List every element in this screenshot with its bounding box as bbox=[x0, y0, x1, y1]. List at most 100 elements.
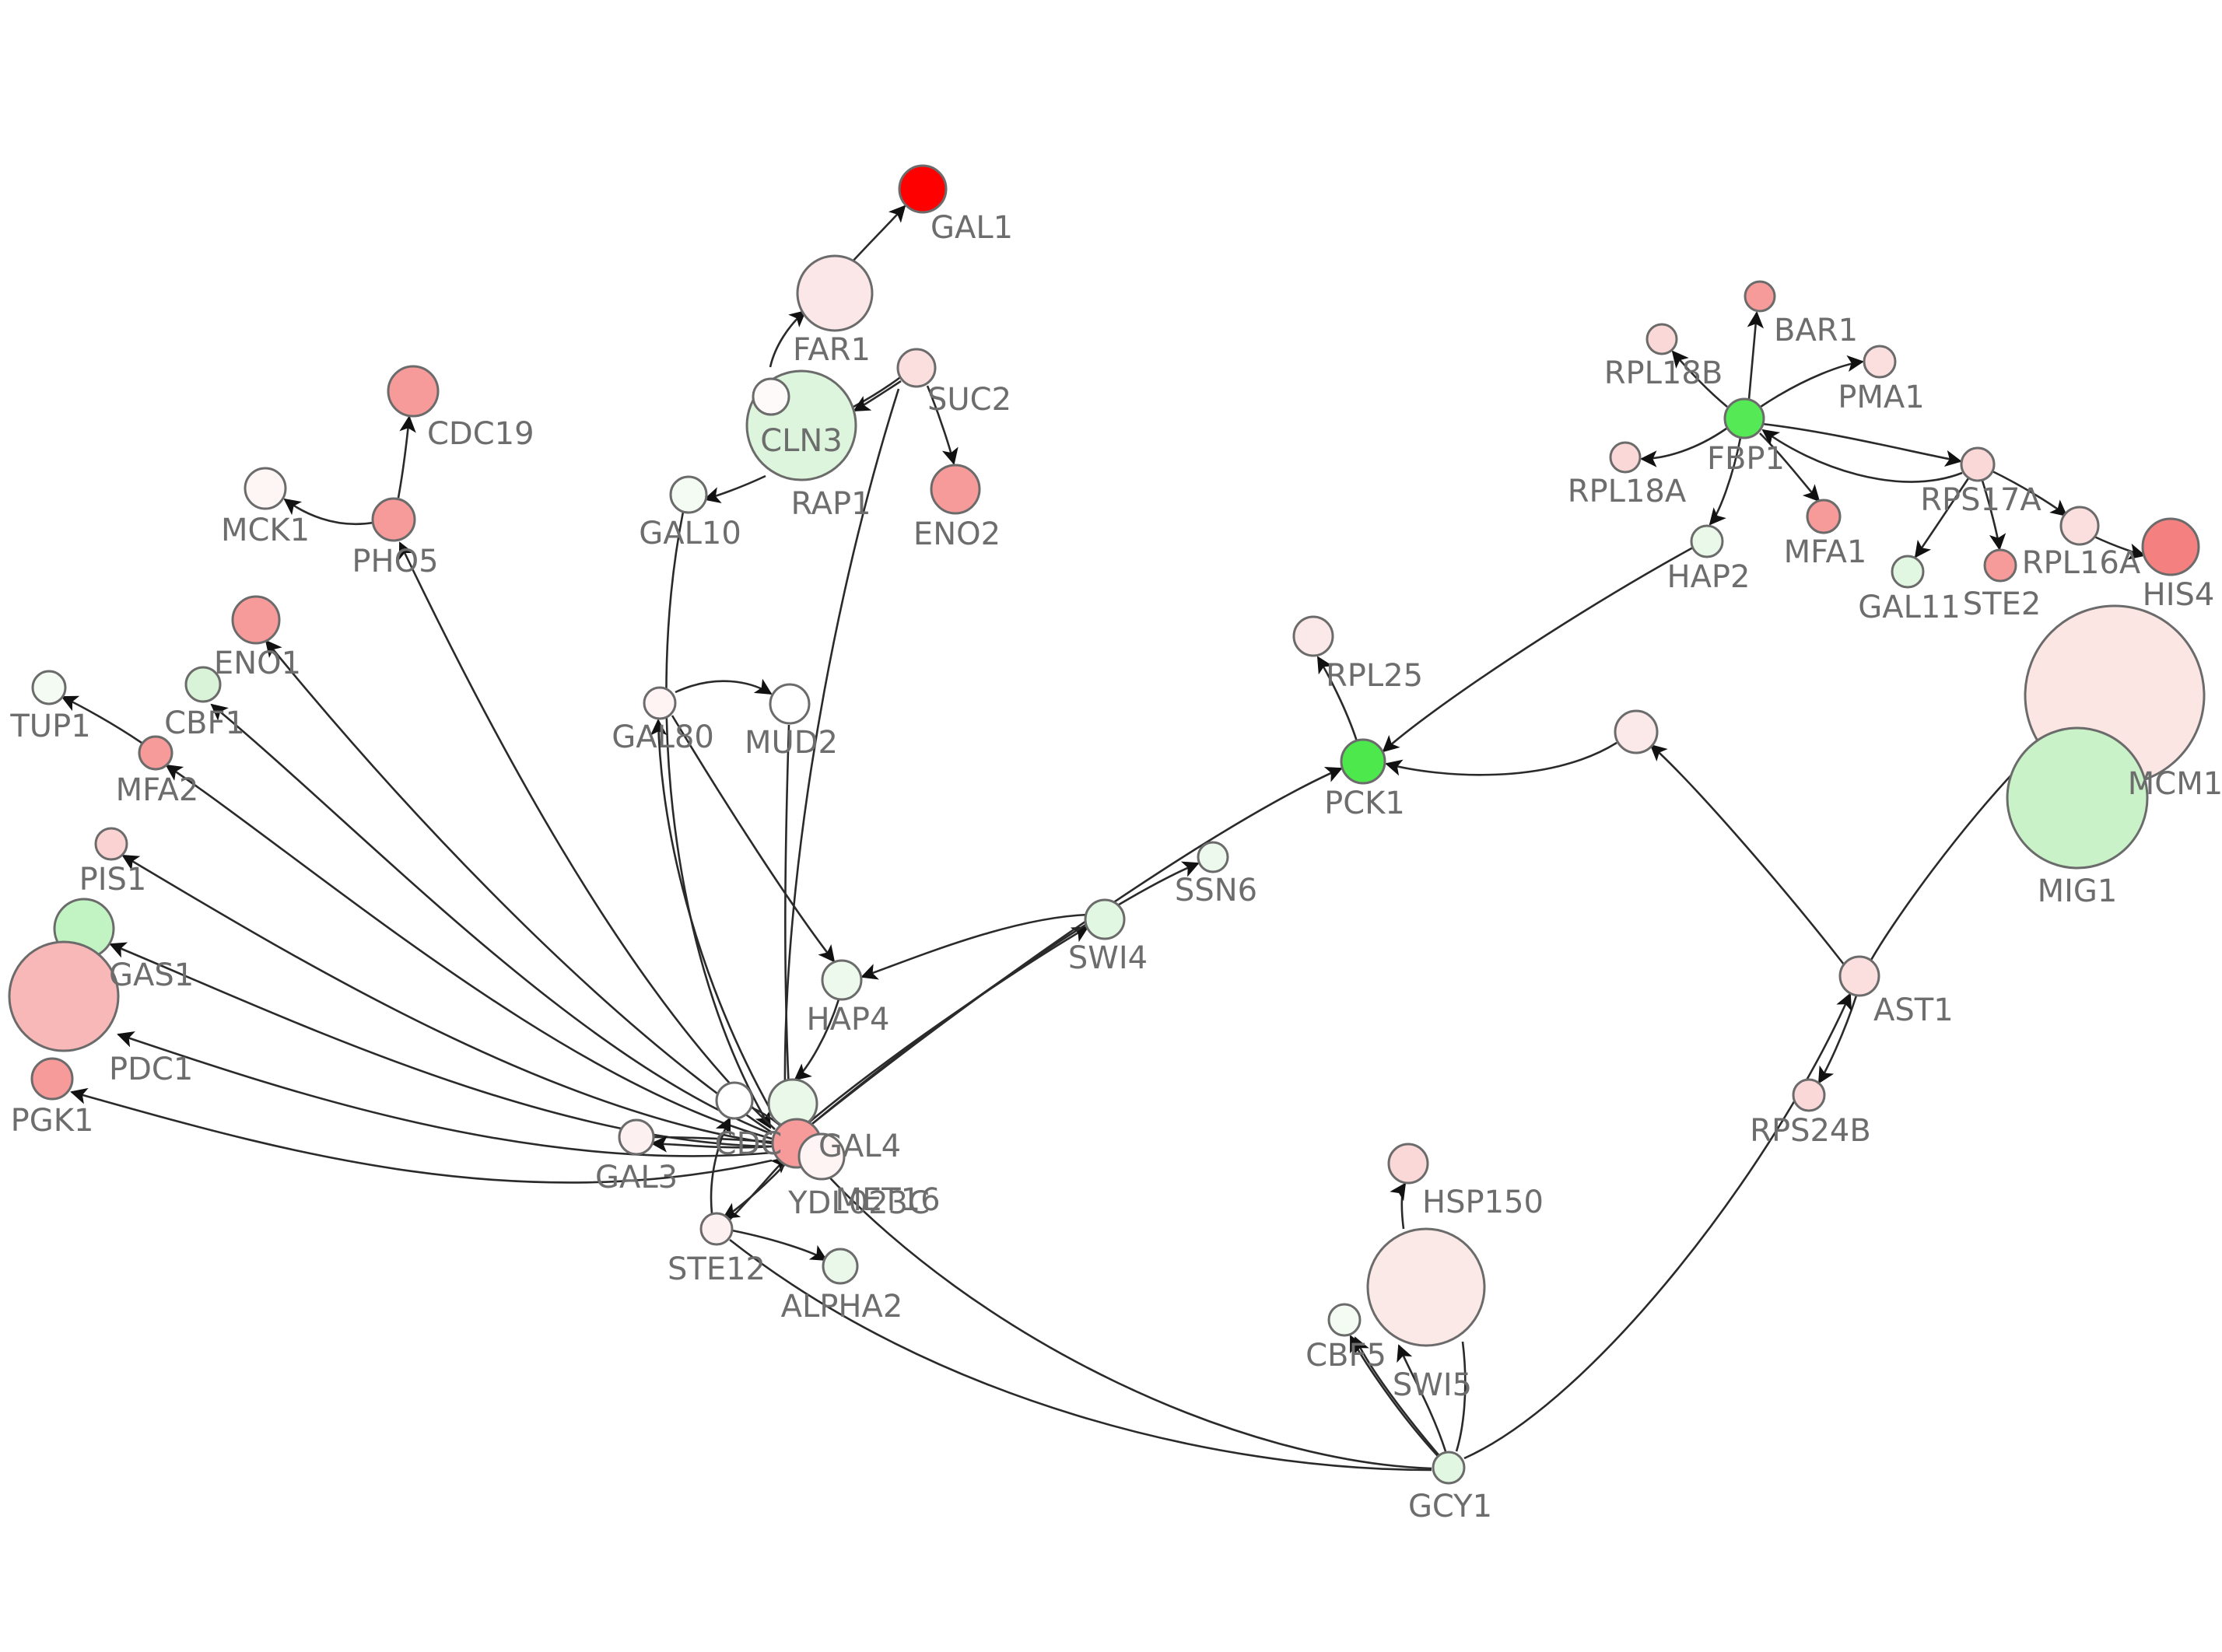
node-swi4[interactable] bbox=[1084, 898, 1126, 940]
node-ste12[interactable] bbox=[699, 1212, 734, 1246]
node-rps17a[interactable] bbox=[1960, 446, 1996, 482]
node-cdc[interactable] bbox=[715, 1081, 754, 1120]
node-gal1[interactable] bbox=[898, 164, 948, 214]
node-swi5[interactable] bbox=[1366, 1227, 1486, 1347]
edge-ste12-to-gcy1[interactable] bbox=[729, 1238, 1432, 1472]
edge-gal4-to-gal80[interactable] bbox=[650, 719, 780, 1124]
node-gal11[interactable] bbox=[1891, 555, 1925, 589]
edge-ast1-to-rps24b[interactable] bbox=[1817, 995, 1858, 1084]
edge-gal80-to-hap4[interactable] bbox=[671, 715, 836, 963]
edge-fbp1-to-rpl18b[interactable] bbox=[1671, 350, 1728, 408]
node-pck1[interactable] bbox=[1340, 738, 1386, 785]
edge-gal4-to-mud2[interactable] bbox=[784, 724, 792, 1121]
edge-suc2-to-eno2[interactable] bbox=[926, 385, 959, 465]
node-mig1[interactable] bbox=[2006, 726, 2149, 870]
node-pho5[interactable] bbox=[371, 497, 416, 542]
edge-far1-to-gal1[interactable] bbox=[852, 205, 906, 262]
edge-gal4-to-eno1[interactable] bbox=[265, 639, 773, 1134]
edge-gcy1-to-ast1[interactable] bbox=[1463, 992, 1852, 1460]
edge-suc2-to-cln3[interactable] bbox=[853, 380, 902, 412]
edge-gal4-to-pdc1[interactable] bbox=[117, 1031, 773, 1157]
edge-hap4-to-met16[interactable] bbox=[794, 999, 840, 1081]
node-mck1[interactable] bbox=[244, 467, 287, 510]
node-far1[interactable] bbox=[796, 254, 874, 332]
edge-pho5-to-cdc19[interactable] bbox=[397, 415, 416, 499]
edge-gal4-to-gas1[interactable] bbox=[109, 942, 773, 1148]
node-ste2[interactable] bbox=[1983, 548, 2017, 583]
node-gcy1[interactable] bbox=[1432, 1451, 1466, 1485]
edge-gal4-to-pis1[interactable] bbox=[121, 854, 773, 1145]
edge-gal4-to-gcy1[interactable] bbox=[813, 1160, 1432, 1470]
edge-gal80-to-mud2[interactable] bbox=[675, 678, 773, 695]
edge-rps17a-to-gal11[interactable] bbox=[1914, 478, 1970, 558]
edge-fbp1-to-rps17a[interactable] bbox=[1761, 422, 1962, 467]
edge-hap2-to-pck1[interactable] bbox=[1382, 546, 1694, 753]
edge-cln3-to-far1[interactable] bbox=[769, 310, 807, 368]
node-eno2[interactable] bbox=[930, 464, 981, 515]
node-hap4[interactable] bbox=[821, 959, 863, 1001]
edge-pho5-to-mck1[interactable] bbox=[283, 498, 374, 526]
edge-fbp1-to-bar1[interactable] bbox=[1747, 311, 1764, 400]
node-his4[interactable] bbox=[2141, 517, 2200, 576]
node-fbp1[interactable] bbox=[1723, 397, 1765, 439]
node-mud2[interactable] bbox=[769, 683, 811, 725]
node-cbf5[interactable] bbox=[1327, 1303, 1362, 1337]
node-ssn6[interactable] bbox=[1197, 841, 1229, 873]
node-pma1[interactable] bbox=[1863, 345, 1897, 379]
node-rpl18a[interactable] bbox=[1609, 441, 1642, 474]
edge-mcm1-to-ast1[interactable] bbox=[1869, 746, 2039, 962]
node-ydl023c[interactable] bbox=[797, 1132, 846, 1181]
node-pgk1[interactable] bbox=[30, 1057, 74, 1101]
edge-gal4-to-ste12[interactable] bbox=[722, 1163, 787, 1220]
edge-unnamed1-to-pck1[interactable] bbox=[1385, 741, 1617, 776]
edge-fbp1-to-hap2[interactable] bbox=[1709, 437, 1742, 526]
edge-swi5-to-gcy1[interactable] bbox=[1455, 1341, 1467, 1452]
node-tup1[interactable] bbox=[31, 670, 67, 705]
edge-rps17a-to-ste2[interactable] bbox=[1981, 480, 2006, 551]
node-alpha2[interactable] bbox=[822, 1248, 859, 1285]
node-pdc1[interactable] bbox=[8, 940, 120, 1052]
node-rpl25[interactable] bbox=[1292, 615, 1334, 657]
edge-gcy1-to-cbf5b[interactable] bbox=[1354, 1336, 1442, 1458]
edge-mfa2-to-tup1[interactable] bbox=[61, 695, 142, 744]
edge-gcy1-to-swi5[interactable] bbox=[1397, 1344, 1447, 1452]
node-ast1[interactable] bbox=[1838, 955, 1880, 997]
node-rpl18b[interactable] bbox=[1645, 323, 1678, 355]
node-bar1[interactable] bbox=[1744, 280, 1776, 313]
edge-ast1-to-unnamed1[interactable] bbox=[1649, 744, 1845, 965]
edge-gal4-to-pgk1[interactable] bbox=[70, 1087, 773, 1184]
node-mfa1[interactable] bbox=[1806, 499, 1842, 534]
edge-fbp1-to-pma1[interactable] bbox=[1760, 355, 1864, 408]
edge-pck1-to-rpl25[interactable] bbox=[1316, 656, 1358, 742]
edge-gal10-to-gal4[interactable] bbox=[665, 511, 772, 1129]
edge-rps17a-to-rpl16a[interactable] bbox=[1992, 470, 2068, 517]
node-cdc19[interactable] bbox=[387, 365, 440, 418]
node-hsp150[interactable] bbox=[1387, 1143, 1429, 1185]
edge-rpl16a-to-his4[interactable] bbox=[2094, 535, 2146, 560]
edge-swi5-to-hsp150[interactable] bbox=[1390, 1182, 1407, 1230]
edge-gal4-to-mfa2[interactable] bbox=[165, 764, 773, 1140]
edge-gal4-to-ssn6[interactable] bbox=[807, 861, 1200, 1129]
node-cbf1[interactable] bbox=[184, 666, 222, 703]
edge-gal4-to-gal3[interactable] bbox=[650, 1136, 773, 1153]
edge-gal4-to-pho5[interactable] bbox=[398, 541, 776, 1130]
node-gal10[interactable] bbox=[669, 475, 708, 514]
node-hap2[interactable] bbox=[1690, 524, 1724, 558]
edge-ste12-to-cdc[interactable] bbox=[710, 1117, 731, 1214]
node-gal80[interactable] bbox=[643, 686, 677, 720]
node-gal3[interactable] bbox=[618, 1118, 655, 1156]
node-eno1[interactable] bbox=[231, 595, 281, 645]
edge-ste12-to-alpha2[interactable] bbox=[731, 1229, 828, 1262]
node-rps24b[interactable] bbox=[1792, 1078, 1826, 1112]
edge-rps17a-to-fbp1[interactable] bbox=[1761, 429, 1963, 483]
edge-fbp1-to-rpl18a[interactable] bbox=[1640, 427, 1727, 467]
node-mfa2[interactable] bbox=[138, 735, 173, 771]
node-unnamed1[interactable] bbox=[1614, 709, 1659, 754]
edge-gal4-to-cbf1[interactable] bbox=[210, 703, 773, 1136]
node-pis1[interactable] bbox=[94, 827, 128, 861]
node-cln3inner[interactable] bbox=[752, 377, 790, 416]
node-rpl16a[interactable] bbox=[2059, 506, 2100, 546]
edge-swi4-to-hap4[interactable] bbox=[860, 913, 1088, 980]
node-suc2[interactable] bbox=[896, 348, 937, 388]
